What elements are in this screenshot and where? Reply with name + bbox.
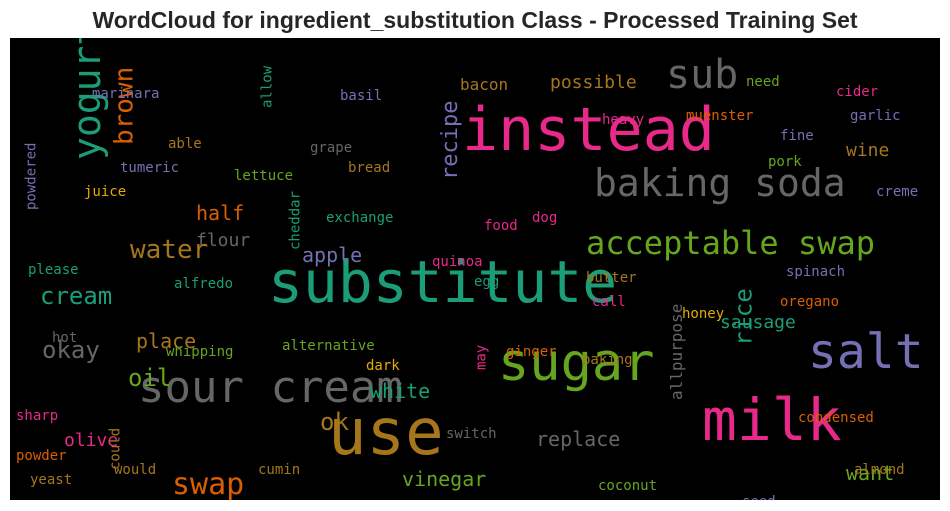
word-marinara: marinara <box>92 86 159 102</box>
word-yogurt: yogurt <box>65 38 109 160</box>
word-use: use <box>328 396 444 470</box>
word-heavy: heavy <box>602 112 644 128</box>
word-may: may <box>474 345 490 370</box>
word-brown: brown <box>109 67 139 145</box>
word-alfredo: alfredo <box>174 276 233 292</box>
word-sugar: sugar <box>498 333 655 393</box>
word-water: water <box>130 235 208 265</box>
word-white: white <box>370 379 430 403</box>
word-powdered: powdered <box>24 143 40 210</box>
word-butter: butter <box>586 270 637 286</box>
word-wine: wine <box>846 140 889 161</box>
word-flour: flour <box>196 230 250 251</box>
word-oil: oil <box>128 364 171 392</box>
word-apple: apple <box>302 243 362 267</box>
word-yeast: yeast <box>30 472 72 488</box>
word-pork: pork <box>768 154 802 170</box>
word-call: call <box>592 294 626 310</box>
word-okay: okay <box>42 336 100 364</box>
word-sour-cream: sour cream <box>138 362 403 413</box>
word-need: need <box>746 74 780 90</box>
word-seed: seed <box>742 494 776 500</box>
word-grape: grape <box>310 140 352 156</box>
word-fine: fine <box>780 128 814 144</box>
word-powder: powder <box>16 448 67 464</box>
word-baking: baking <box>582 352 633 368</box>
word-dark: dark <box>366 358 400 374</box>
word-juice: juice <box>84 184 126 200</box>
word-creme: creme <box>876 184 918 200</box>
word-switch: switch <box>446 426 497 442</box>
word-lettuce: lettuce <box>234 168 293 184</box>
word-sub: sub <box>666 52 738 98</box>
word-dog: dog <box>532 210 557 226</box>
word-place: place <box>136 329 196 353</box>
word-hot: hot <box>52 330 77 346</box>
word-could: could <box>108 428 124 470</box>
word-ok: ok <box>320 408 349 436</box>
word-rice: rice <box>730 288 758 346</box>
word-garlic: garlic <box>850 108 901 124</box>
word-replace: replace <box>536 427 620 451</box>
word-swap: swap <box>172 467 244 500</box>
word-coconut: coconut <box>598 478 657 494</box>
word-acceptable-swap: acceptable swap <box>586 224 875 262</box>
word-quinoa: quinoa <box>432 254 483 270</box>
word-instead: instead <box>462 95 715 165</box>
word-baking-soda: baking soda <box>594 161 846 205</box>
word-cumin: cumin <box>258 462 300 478</box>
word-milk: milk <box>702 386 842 454</box>
word-possible: possible <box>550 72 637 93</box>
word-oregano: oregano <box>780 294 839 310</box>
word-recipe: recipe <box>438 101 463 180</box>
word-tumeric: tumeric <box>120 160 179 176</box>
word-spinach: spinach <box>786 264 845 280</box>
word-honey: honey <box>682 306 724 322</box>
word-sharp: sharp <box>16 408 58 424</box>
word-muenster: muenster <box>686 108 753 124</box>
word-want: want <box>846 461 894 485</box>
word-half: half <box>196 201 244 225</box>
word-alternative: alternative <box>282 338 375 354</box>
word-exchange: exchange <box>326 210 393 226</box>
word-bacon: bacon <box>460 75 508 94</box>
word-food: food <box>484 218 518 234</box>
word-allow: allow <box>260 65 276 108</box>
word-cloud-svg: substitute use instead milk sugar sour cream s… <box>16 38 924 500</box>
word-bread: bread <box>348 160 390 176</box>
word-ginger: ginger <box>506 344 557 360</box>
word-able: able <box>168 136 202 152</box>
word-olive: olive <box>64 430 118 451</box>
chart-title: WordCloud for ingredient_substitution Cl… <box>92 7 858 33</box>
word-whipping: whipping <box>166 344 233 360</box>
word-cream: cream <box>40 282 112 310</box>
word-allpurpose: allpurpose <box>667 304 686 400</box>
word-substitute: substitute <box>268 248 617 316</box>
word-basil: basil <box>340 88 382 104</box>
word-would: would <box>114 462 156 478</box>
word-cheddar: cheddar <box>288 191 304 250</box>
word-vinegar: vinegar <box>402 467 486 491</box>
word-sausage: sausage <box>720 312 796 333</box>
word-salt: salt <box>808 324 924 380</box>
word-almond: almond <box>854 462 905 478</box>
word-cider: cider <box>836 84 878 100</box>
word-egg: egg <box>474 274 499 290</box>
word-cloud-canvas: substitute use instead milk sugar sour cream s… <box>10 38 940 500</box>
word-please: please <box>28 262 79 278</box>
word-condensed: condensed <box>798 410 874 426</box>
